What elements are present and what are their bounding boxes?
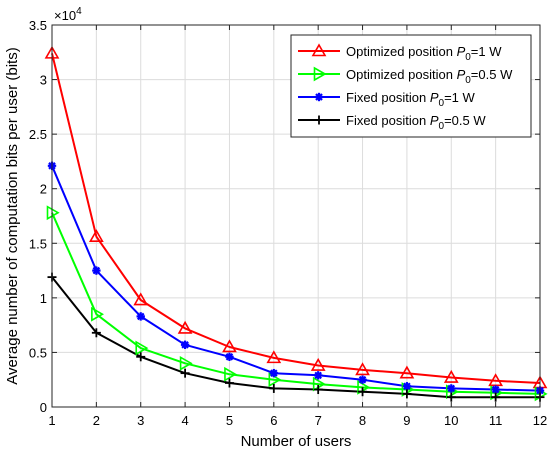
x-tick-label: 4 xyxy=(181,413,188,428)
legend-item-0: Optimized position P0=1 W xyxy=(298,43,502,63)
x-tick-label: 3 xyxy=(137,413,144,428)
data-point-plus xyxy=(91,328,101,338)
y-axis-ticks: 0 0.5 1 1.5 2 2.5 3 3.5 xyxy=(29,18,540,415)
data-point-triangle-up xyxy=(133,292,149,306)
y-tick-label: 3.5 xyxy=(29,18,47,33)
x-tick-label: 8 xyxy=(359,413,366,428)
x-tick-label: 7 xyxy=(315,413,322,428)
legend: Optimized position P0=1 W Optimized posit… xyxy=(290,34,532,138)
x-tick-label: 9 xyxy=(403,413,410,428)
legend-item-1: Optimized position P0=0.5 W xyxy=(298,66,513,86)
data-point-triangle-right xyxy=(135,340,149,356)
series-lines xyxy=(51,53,541,399)
series-line-2 xyxy=(51,165,541,392)
series-line-3 xyxy=(51,276,540,399)
series-line-0 xyxy=(51,53,541,384)
y-tick-label: 2 xyxy=(40,182,47,197)
y-tick-label: 3 xyxy=(40,73,47,88)
data-point-plus xyxy=(402,389,412,399)
x-tick-label: 5 xyxy=(226,413,233,428)
data-point-triangle-up xyxy=(310,357,326,371)
data-point-plus xyxy=(136,352,146,362)
data-point-triangle-up xyxy=(443,369,459,383)
x-tick-label: 6 xyxy=(270,413,277,428)
data-point-triangle-up xyxy=(311,43,327,57)
data-point-plus xyxy=(446,392,456,402)
y-tick-label: 0 xyxy=(40,400,47,415)
plot-frame xyxy=(51,24,541,408)
legend-label: Fixed position P0=1 W xyxy=(346,90,475,109)
data-point-asterisk xyxy=(402,382,412,391)
data-point-plus xyxy=(358,387,368,397)
data-point-triangle-right xyxy=(179,355,193,371)
data-point-asterisk xyxy=(358,375,367,384)
x-tick-label: 12 xyxy=(533,413,547,428)
series-line-1 xyxy=(51,212,541,395)
y-tick-label: 1 xyxy=(40,291,47,306)
y-tick-label: 2.5 xyxy=(29,127,47,142)
x-tick-label: 11 xyxy=(489,413,503,428)
data-point-asterisk xyxy=(136,312,145,321)
data-point-asterisk xyxy=(269,368,279,378)
data-point-plus xyxy=(224,378,234,388)
data-point-asterisk xyxy=(92,266,101,275)
data-point-triangle-up xyxy=(488,373,504,387)
data-point-asterisk xyxy=(313,371,323,380)
data-point-plus xyxy=(314,115,324,125)
data-point-triangle-up xyxy=(399,365,415,379)
legend-item-3: Fixed position P0=0.5 W xyxy=(298,113,486,132)
data-point-plus xyxy=(269,383,279,393)
data-point-asterisk xyxy=(491,385,500,394)
legend-item-2: Fixed position P0=1 W xyxy=(298,90,475,109)
legend-label: Optimized position P0=0.5 W xyxy=(346,67,513,86)
x-axis-label: Number of users xyxy=(241,433,352,450)
x-tick-label: 10 xyxy=(444,413,458,428)
data-point-triangle-up xyxy=(266,350,282,364)
data-point-triangle-right xyxy=(46,205,60,221)
data-point-triangle-right xyxy=(224,366,238,382)
data-point-triangle-up xyxy=(88,229,104,243)
x-tick-label: 2 xyxy=(93,413,100,428)
x-axis-ticks: 1 2 3 4 5 6 7 8 9 10 11 12 xyxy=(48,25,547,428)
data-point-triangle-up xyxy=(222,339,237,353)
y-axis-label: Average number of computation bits per u… xyxy=(4,47,21,384)
data-point-asterisk xyxy=(447,384,456,393)
data-point-triangle-up xyxy=(177,320,193,334)
data-point-triangle-up xyxy=(355,362,370,376)
data-point-triangle-right xyxy=(91,306,104,322)
data-point-triangle-right xyxy=(313,66,327,82)
data-point-asterisk xyxy=(314,92,324,102)
series-markers xyxy=(44,45,548,402)
data-point-asterisk xyxy=(225,352,234,361)
y-tick-label: 0.5 xyxy=(29,345,47,360)
x-tick-label: 1 xyxy=(48,413,55,428)
y-tick-label: 1.5 xyxy=(29,236,47,251)
data-point-asterisk xyxy=(180,340,190,349)
y-multiplier: ×104 xyxy=(54,6,82,23)
data-point-plus xyxy=(180,368,190,378)
legend-label: Fixed position P0=0.5 W xyxy=(346,113,486,132)
data-point-plus xyxy=(313,385,323,395)
data-point-plus xyxy=(491,392,501,402)
legend-label: Optimized position P0=1 W xyxy=(346,44,502,63)
